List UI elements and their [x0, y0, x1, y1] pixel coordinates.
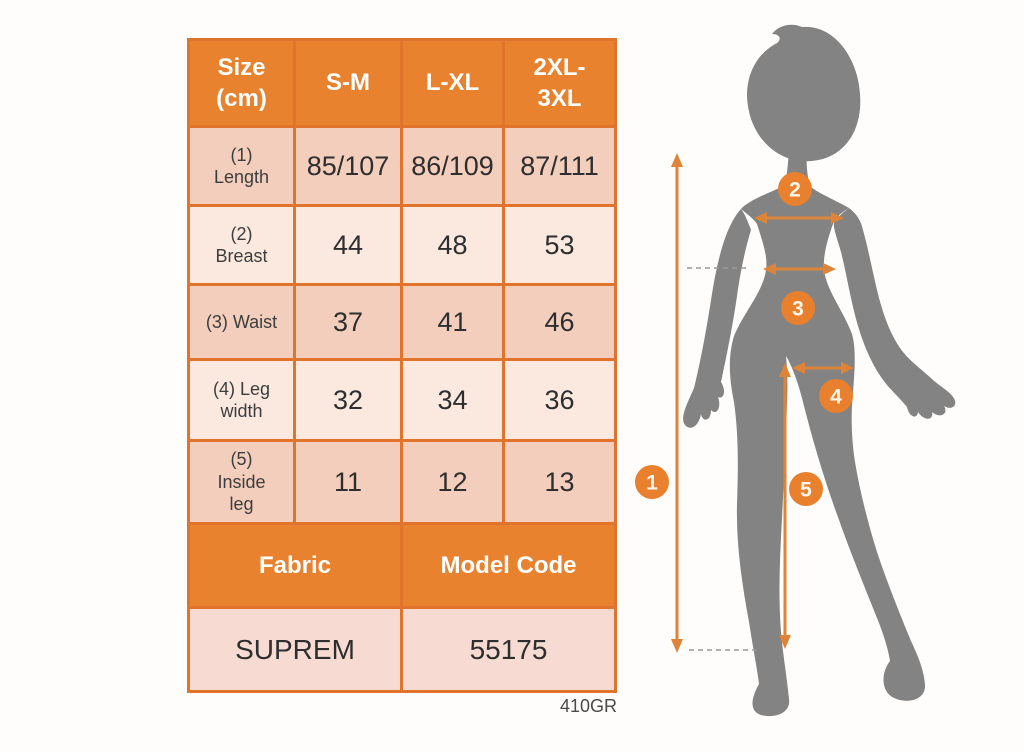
badge-circle-4 — [819, 379, 853, 413]
cell-model-code-value: 55175 — [403, 609, 614, 690]
header-cell-size: Size (cm) — [190, 41, 293, 125]
row-label-leg-width: (4) Leg width — [190, 361, 293, 439]
header-cell-sm: S-M — [296, 41, 400, 125]
cell-insideleg-lxl: 12 — [403, 442, 502, 522]
measure-arrow-waist — [763, 263, 836, 275]
badge-circle-2 — [778, 172, 812, 206]
measure-arrow-breast — [754, 212, 844, 224]
cell-legwidth-lxl: 34 — [403, 361, 502, 439]
badge-number-1: 1 — [646, 472, 658, 495]
cell-breast-2xl: 53 — [505, 207, 614, 283]
measure-arrow-leg-width — [792, 362, 854, 374]
cell-length-2xl: 87/111 — [505, 128, 614, 204]
cell-legwidth-2xl: 36 — [505, 361, 614, 439]
cell-fabric-value: SUPREM — [190, 609, 400, 690]
cell-insideleg-sm: 11 — [296, 442, 400, 522]
badge-circle-3 — [781, 291, 815, 325]
row-label-length: (1) Length — [190, 128, 293, 204]
body-silhouette-icon — [683, 24, 956, 717]
cell-waist-2xl: 46 — [505, 286, 614, 358]
badge-number-5: 5 — [800, 479, 812, 502]
header-cell-2xl3xl: 2XL- 3XL — [505, 41, 614, 125]
measure-badges: 1 2 3 4 5 — [635, 172, 853, 506]
cell-breast-sm: 44 — [296, 207, 400, 283]
badge-number-2: 2 — [789, 179, 801, 202]
badge-circle-1 — [635, 465, 669, 499]
cell-insideleg-2xl: 13 — [505, 442, 614, 522]
row-label-waist: (3) Waist — [190, 286, 293, 358]
measure-arrow-inside-leg — [779, 363, 791, 649]
cell-length-lxl: 86/109 — [403, 128, 502, 204]
badge-number-4: 4 — [830, 386, 842, 409]
badge-number-3: 3 — [792, 298, 804, 321]
measure-arrow-length — [671, 153, 683, 653]
measurement-figure: 1 2 3 4 5 — [630, 0, 1024, 747]
row-label-breast: (2) Breast — [190, 207, 293, 283]
size-table: Size (cm) S-M L-XL 2XL- 3XL (1) Length 8… — [187, 38, 617, 693]
cell-waist-lxl: 41 — [403, 286, 502, 358]
cell-breast-lxl: 48 — [403, 207, 502, 283]
header-cell-model-code: Model Code — [403, 525, 614, 606]
figure-svg: 1 2 3 4 5 — [635, 24, 956, 717]
header-cell-fabric: Fabric — [190, 525, 400, 606]
header-cell-lxl: L-XL — [403, 41, 502, 125]
row-label-inside-leg: (5) Inside leg — [190, 442, 293, 522]
cell-length-sm: 85/107 — [296, 128, 400, 204]
badge-circle-5 — [789, 472, 823, 506]
cell-waist-sm: 37 — [296, 286, 400, 358]
weight-note: 410GR — [559, 696, 617, 716]
cell-legwidth-sm: 32 — [296, 361, 400, 439]
